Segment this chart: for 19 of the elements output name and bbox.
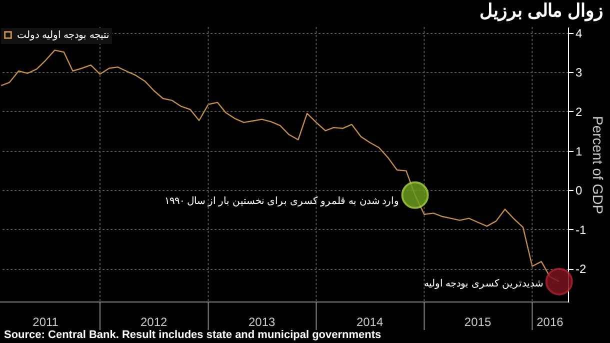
legend-label: نتیجه بودجه اولیه دولت [17, 30, 110, 41]
x-tick-label: 2012 [140, 315, 168, 329]
y-tick-label: 4 [576, 26, 582, 40]
chart-title: زوال مالی برزیل [480, 0, 604, 22]
x-tick-label: 2016 [536, 315, 564, 329]
y-tick-label: -2 [576, 262, 586, 276]
x-tick-label: 2015 [464, 315, 492, 329]
y-tick-label: 2 [576, 104, 582, 119]
y-tick-label: 1 [576, 144, 582, 158]
y-tick-label: 0 [576, 184, 582, 198]
x-tick-label: 2011 [32, 315, 59, 329]
source-note: Source: Central Bank. Result includes state and municipal governments [4, 329, 382, 341]
y-tick-label: 3 [576, 66, 582, 80]
x-tick-label: 2013 [248, 315, 276, 329]
y-axis-title: Percent of GDP [590, 116, 606, 214]
y-tick-label: -1 [576, 222, 586, 237]
x-tick-label: 2014 [356, 315, 384, 329]
annotation: شدیدترین کسری بودجه اولیه [424, 278, 544, 290]
annotation: وارد شدن به قلمرو کسری برای نخستین بار از سال ۱۹۹۰ [164, 196, 400, 208]
